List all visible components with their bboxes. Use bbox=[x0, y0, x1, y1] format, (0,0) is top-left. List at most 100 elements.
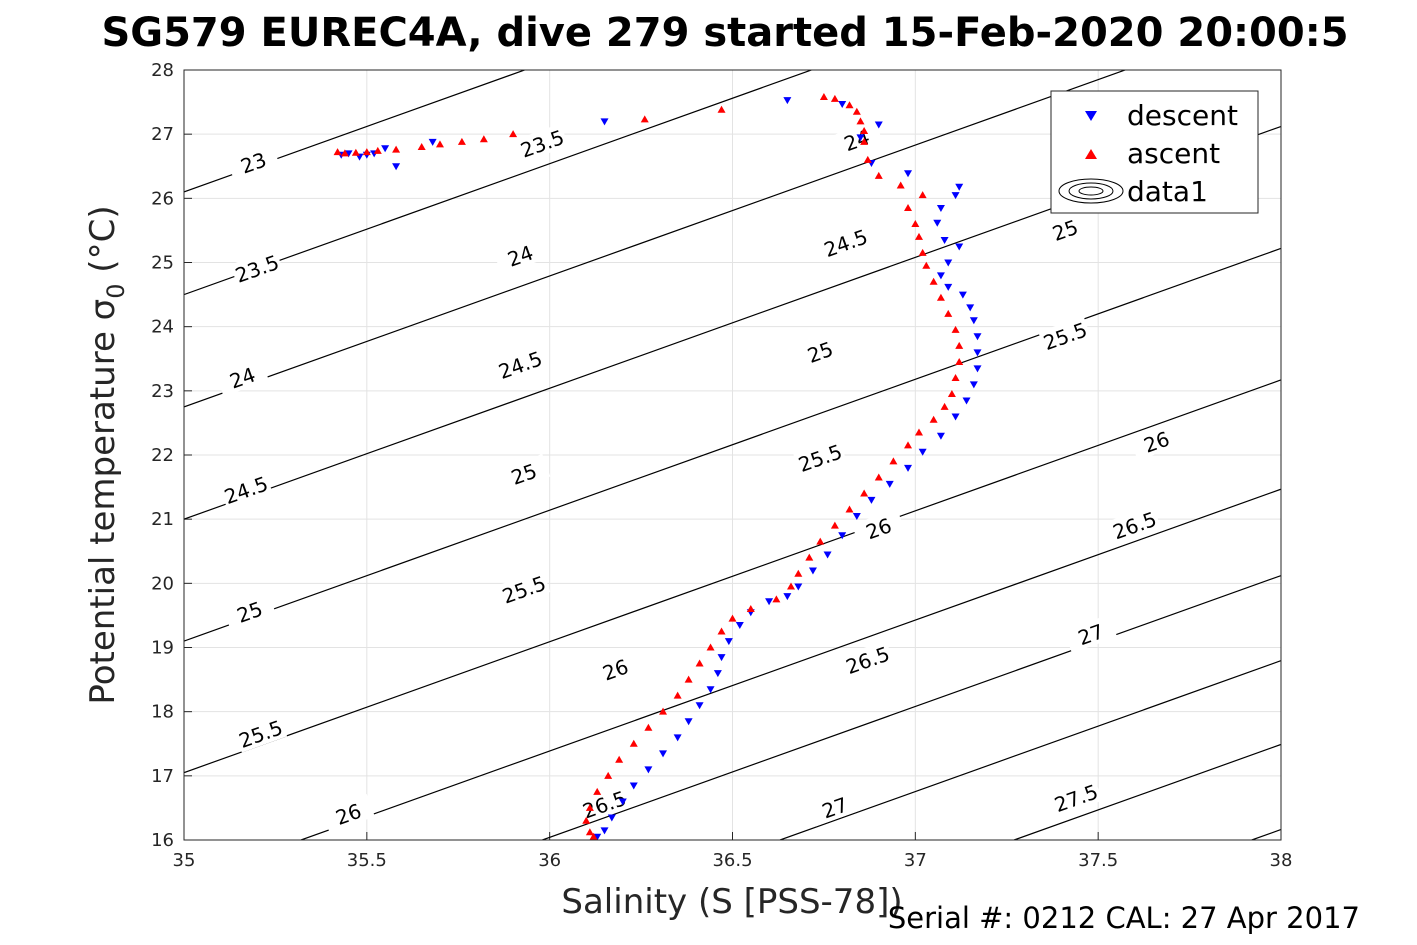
ascent-point bbox=[914, 232, 923, 240]
contour-label-background bbox=[851, 508, 906, 548]
ascent-point bbox=[746, 605, 755, 612]
data-points bbox=[333, 92, 982, 840]
descent-point bbox=[659, 750, 668, 758]
descent-point bbox=[951, 413, 960, 421]
descent-point bbox=[428, 138, 437, 146]
ascent-point bbox=[351, 148, 360, 156]
descent-point bbox=[838, 101, 847, 109]
contour-label-background bbox=[215, 357, 269, 397]
descent-point bbox=[600, 827, 609, 835]
y-tick-label: 23 bbox=[151, 381, 174, 402]
ascent-point bbox=[417, 143, 426, 150]
contour-label-background bbox=[577, 784, 631, 824]
ascent-point bbox=[585, 828, 594, 836]
descent-point bbox=[856, 134, 865, 142]
ascent-point bbox=[845, 101, 854, 109]
ascent-point bbox=[340, 149, 349, 157]
ascent-point bbox=[951, 374, 960, 381]
y-tick-label: 18 bbox=[151, 702, 174, 723]
ascent-point bbox=[845, 505, 854, 513]
ascent-point bbox=[918, 248, 927, 256]
ascent-point bbox=[629, 739, 638, 747]
ascent-point bbox=[333, 148, 342, 156]
ascent-point bbox=[896, 181, 905, 189]
ascent-point bbox=[860, 489, 869, 497]
ascent-point bbox=[659, 707, 668, 715]
ascent-point bbox=[805, 553, 814, 561]
y-tick-label: 27 bbox=[151, 124, 174, 145]
descent-point bbox=[808, 567, 817, 575]
descent-point bbox=[838, 532, 847, 540]
descent-point bbox=[783, 593, 792, 601]
x-tick-labels: 35 35.5 36 36.5 37 37.5 38 bbox=[173, 850, 1293, 871]
ascent-point bbox=[593, 787, 602, 795]
descent-point bbox=[706, 686, 715, 694]
descent-point bbox=[936, 272, 945, 280]
descent-point bbox=[717, 654, 726, 662]
ascent-point bbox=[947, 390, 956, 398]
ascent-point bbox=[955, 357, 964, 365]
ascent-point bbox=[955, 341, 964, 349]
svg-text:Potential temperature σ0 (°C): Potential temperature σ0 (°C) bbox=[83, 205, 130, 704]
ascent-point bbox=[922, 261, 931, 269]
ascent-point bbox=[728, 614, 737, 622]
contour-label-background bbox=[1129, 421, 1183, 461]
descent-point bbox=[962, 397, 971, 405]
contour-label-background bbox=[1038, 315, 1092, 355]
ascent-point bbox=[479, 135, 488, 143]
legend-descent-marker bbox=[1085, 111, 1097, 121]
ascent-point bbox=[717, 627, 726, 635]
ascent-point bbox=[435, 140, 444, 148]
axes-box bbox=[183, 69, 1282, 841]
contour-label-background bbox=[1063, 614, 1118, 654]
descent-point bbox=[933, 219, 942, 227]
descent-point bbox=[695, 702, 704, 710]
descent-point bbox=[852, 512, 861, 520]
ascent-point bbox=[392, 145, 401, 153]
ascent-point bbox=[589, 832, 598, 840]
ascent-point bbox=[640, 115, 649, 123]
descent-point bbox=[607, 814, 616, 822]
ascent-point bbox=[706, 643, 715, 651]
ascent-point bbox=[874, 473, 883, 481]
descent-point bbox=[904, 170, 913, 178]
legend-descent-label: descent bbox=[1127, 99, 1238, 132]
ascent-point bbox=[918, 191, 927, 199]
isopycnal-line bbox=[779, 660, 1281, 840]
ascent-point bbox=[940, 402, 949, 410]
legend-data1-marker bbox=[1058, 178, 1124, 204]
descent-point bbox=[673, 734, 682, 742]
descent-point bbox=[958, 291, 967, 299]
descent-point bbox=[724, 638, 733, 646]
ascent-point bbox=[772, 595, 781, 603]
ascent-point bbox=[929, 277, 938, 285]
descent-point bbox=[629, 782, 638, 790]
ascent-point bbox=[457, 137, 466, 145]
chart-title: SG579 EUREC4A, dive 279 started 15-Feb-2… bbox=[101, 10, 1348, 56]
descent-point bbox=[593, 833, 602, 840]
contour-label-background bbox=[493, 344, 547, 384]
y-axis-label-subscript: 0 bbox=[102, 283, 130, 298]
contour-label-background bbox=[1107, 505, 1162, 545]
y-tick-label: 22 bbox=[151, 445, 174, 466]
ascent-point bbox=[509, 130, 518, 138]
descent-point bbox=[765, 598, 774, 606]
y-axis-label-main: Potential temperature σ bbox=[83, 299, 123, 705]
y-axis-label: Potential temperature σ0 (°C) bbox=[83, 205, 130, 704]
descent-point bbox=[344, 150, 353, 158]
y-tick-label: 24 bbox=[151, 317, 174, 338]
isopycnal-line bbox=[1013, 743, 1281, 840]
ascent-point bbox=[874, 171, 883, 179]
y-tick-label: 21 bbox=[151, 509, 174, 530]
ascent-point bbox=[830, 94, 839, 102]
ascent-point bbox=[860, 137, 869, 145]
y-tick-label: 17 bbox=[151, 766, 174, 787]
x-tick-label: 37 bbox=[904, 850, 927, 871]
x-tick-label: 37.5 bbox=[1078, 850, 1118, 871]
x-tick-label: 36.5 bbox=[712, 850, 752, 871]
ascent-point bbox=[929, 415, 938, 423]
contour-label-background bbox=[818, 222, 873, 262]
descent-point bbox=[936, 432, 945, 440]
contour-label-background bbox=[497, 453, 551, 493]
